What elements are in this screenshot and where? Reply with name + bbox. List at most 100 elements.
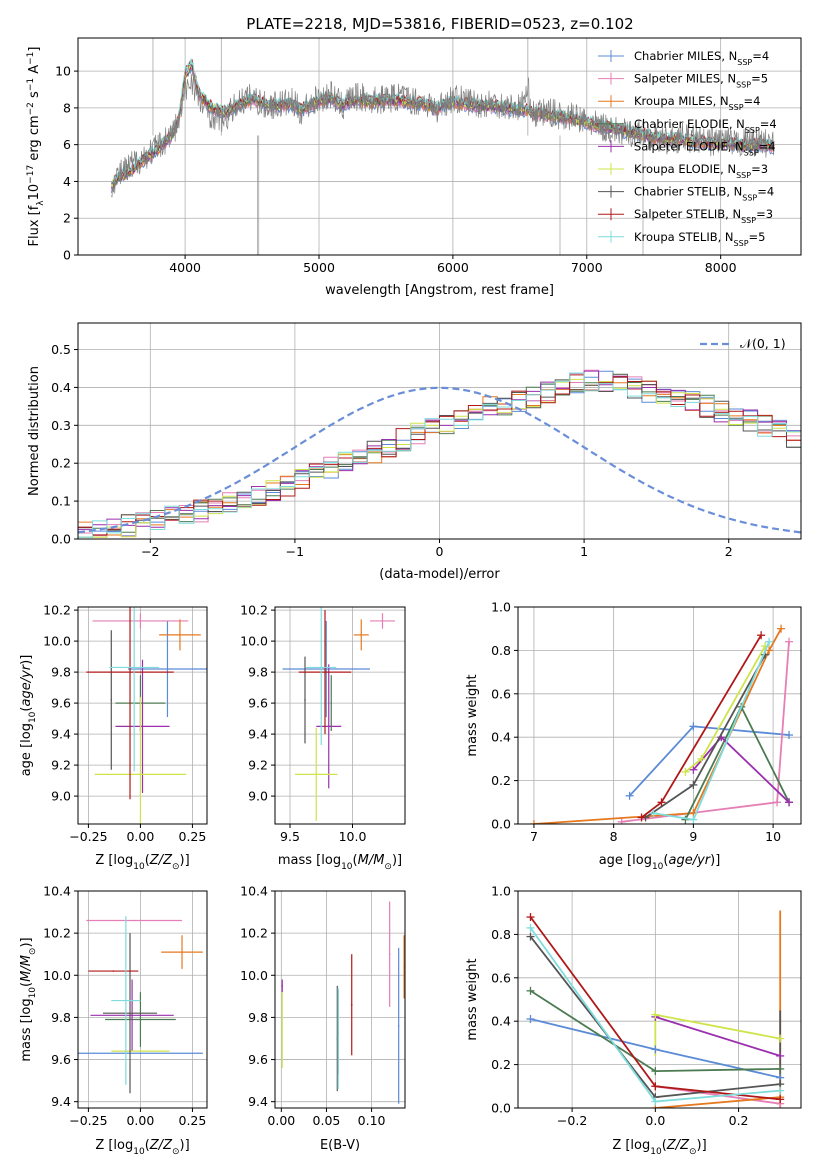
y-tick-label: 10.0 (240, 634, 268, 649)
y-tick-label: 9.6 (51, 1052, 71, 1067)
plot-area (78, 916, 203, 1094)
y-tick-label: 9.4 (51, 727, 71, 742)
y-tick-label: 10 (55, 64, 71, 79)
x-axis-label: age [log10(age/yr)] (599, 853, 721, 872)
y-tick-label: 6 (63, 137, 71, 152)
data-point (360, 634, 363, 636)
x-tick-label: 0.00 (267, 1113, 295, 1128)
x-tick-label: −0.25 (69, 1113, 107, 1128)
plot-area (78, 369, 801, 538)
x-tick-label: 0.25 (179, 1113, 207, 1128)
y-tick-label: 9.4 (51, 1094, 71, 1109)
weight-line (621, 641, 790, 823)
y-tick-label: 0.8 (491, 643, 511, 658)
weight-line (684, 645, 766, 773)
data-point (397, 1025, 400, 1027)
legend-label: Salpeter STELIB, NSSP=3 (634, 207, 773, 225)
weight-line (533, 628, 782, 824)
y-tick-label: 10.2 (240, 603, 268, 618)
y-tick-label: 10.2 (43, 926, 71, 941)
data-point (125, 999, 127, 1002)
legend-label: Kroupa MILES, NSSP=4 (634, 94, 760, 112)
data-point (324, 671, 326, 673)
x-tick-label: 7 (530, 829, 538, 844)
panel-mass-vs-Z: −0.25 0.00 0.25 9.4 9.6 9.8 10.0 10.2 10.4 Z [log… (19, 884, 208, 1157)
y-tick-label: 0.0 (51, 532, 71, 547)
y-axis-label: age [log10(age/yr)] (19, 655, 38, 777)
data-point (281, 1029, 284, 1031)
data-point (141, 725, 144, 728)
legend-label: Chabrier MILES, NSSP=4 (634, 49, 769, 67)
y-tick-label: 4 (63, 174, 71, 189)
x-tick-label: 8 (610, 829, 618, 844)
plot-area (282, 607, 395, 821)
data-point (139, 773, 142, 776)
data-point (131, 1014, 133, 1017)
y-tick-label: 9.4 (248, 727, 268, 742)
legend-label: Salpeter ELODIE, NSSP=4 (634, 139, 776, 157)
y-tick-label: 9.6 (248, 1052, 268, 1067)
y-tick-label: 8 (63, 100, 71, 115)
axes-frame (517, 606, 802, 825)
y-tick-label: 10.0 (43, 634, 71, 649)
weight-line (655, 1013, 781, 1040)
weight-line (655, 1016, 781, 1057)
x-tick-label: 0.0 (645, 1113, 665, 1128)
x-axis-label: (data-model)/error (379, 567, 500, 582)
x-tick-label: 0.00 (126, 829, 154, 844)
x-tick-label: −0.2 (557, 1113, 587, 1128)
panel-age-vs-Z: −0.25 0.00 0.25 9.0 9.2 9.4 9.6 9.8 10.0 10.2 Z [l… (19, 603, 208, 872)
plot-area (86, 607, 207, 824)
legend-label: Salpeter MILES, NSSP=5 (634, 72, 768, 90)
axes-frame (77, 322, 802, 540)
data-point (330, 702, 333, 704)
y-axis-label: mass [log10(M/M⊙)] (19, 937, 38, 1061)
x-tick-label: 9 (689, 829, 697, 844)
figure-title: PLATE=2218, MJD=53816, FIBERID=0523, z=0… (246, 15, 633, 33)
x-tick-label: 4000 (169, 260, 201, 275)
axes-frame (517, 890, 802, 1109)
y-tick-label: 10.2 (240, 926, 268, 941)
x-tick-label: 9.5 (280, 829, 300, 844)
x-tick-label: 0.05 (313, 1113, 341, 1128)
x-axis-label: mass [log10(M/M⊙)] (278, 853, 402, 872)
x-tick-label: 6000 (437, 260, 469, 275)
weight-line (655, 1096, 781, 1108)
plot-area (526, 910, 785, 1108)
y-tick-label: 0.6 (491, 970, 511, 985)
y-tick-label: 0.5 (51, 342, 71, 357)
y-tick-label: 9.0 (248, 789, 268, 804)
y-tick-label: 0.2 (51, 456, 71, 471)
y-tick-label: 9.8 (51, 1010, 71, 1025)
panel-spectrum: 4000 5000 6000 7000 8000 0 2 4 6 8 10 wavelength [A… (26, 37, 802, 298)
panel-weight-vs-age: 7 8 9 10 0.0 0.2 0.4 0.6 0.8 1.0 age [log10(age/yr… (465, 600, 802, 872)
y-tick-label: 10.0 (240, 968, 268, 983)
x-tick-label: 5000 (303, 260, 335, 275)
data-point (139, 620, 142, 622)
data-point (110, 699, 113, 701)
data-point (381, 620, 384, 622)
y-tick-label: 9.6 (51, 696, 71, 711)
data-point (350, 1003, 353, 1006)
x-tick-label: 8000 (705, 260, 737, 275)
axes-frame (77, 37, 802, 256)
x-tick-label: 10 (765, 829, 781, 844)
plot-area (529, 624, 794, 824)
histogram-step (78, 372, 801, 538)
data-point (166, 668, 169, 670)
axes-frame (274, 890, 406, 1109)
x-axis-label: Z [log10(Z/Z⊙)] (95, 1138, 189, 1157)
legend-label: Kroupa ELODIE, NSSP=3 (634, 162, 768, 180)
data-point (181, 951, 183, 953)
data-point (139, 1052, 142, 1055)
panel-age-vs-mass: 9.5 10.0 9.0 9.2 9.4 9.6 9.8 10.0 10.2 mass [log1… (240, 603, 406, 872)
data-point (337, 1037, 339, 1040)
x-tick-label: −1 (286, 544, 304, 559)
normal-curve (78, 386, 801, 534)
y-tick-label: 9.0 (51, 789, 71, 804)
panel-residuals: −2 −1 0 1 2 0.0 0.1 0.2 0.3 0.4 0.5 𝒩(0, 1) (data-mo… (27, 322, 802, 582)
y-tick-label: 1.0 (491, 884, 511, 899)
data-point (403, 966, 405, 968)
legend-label: Kroupa STELIB, NSSP=5 (634, 230, 765, 248)
x-tick-label: 0.2 (729, 1113, 749, 1128)
